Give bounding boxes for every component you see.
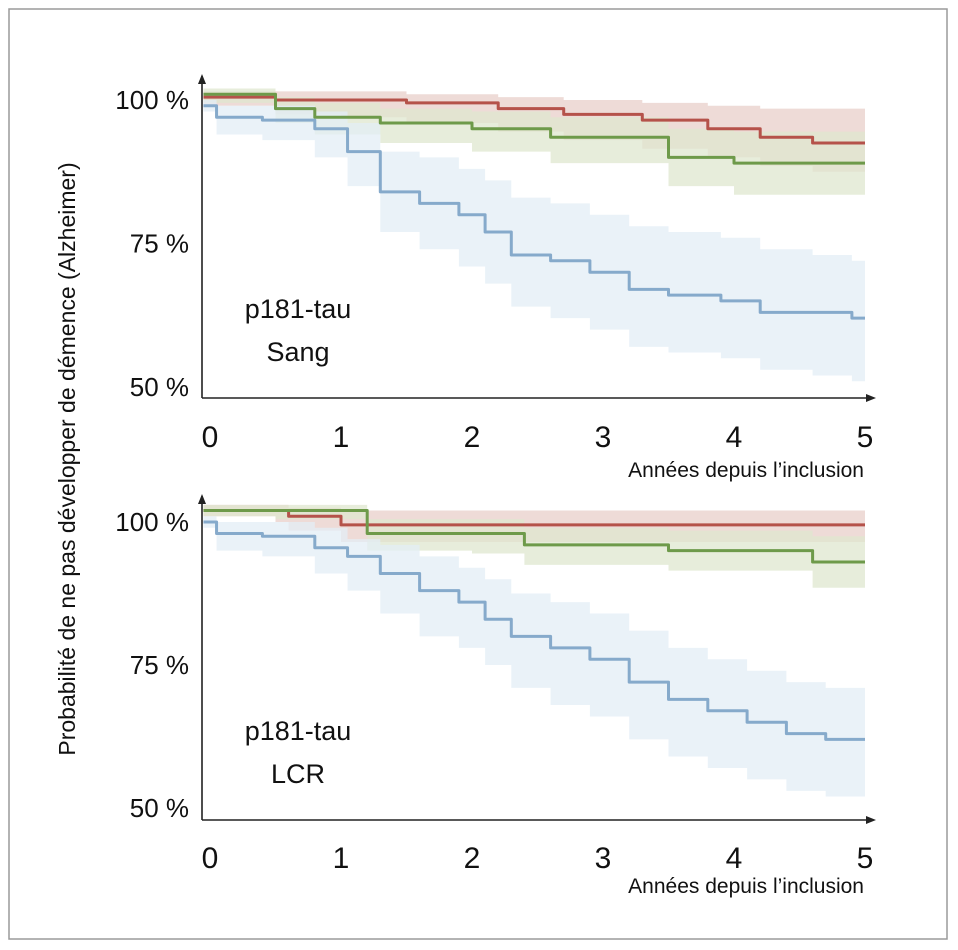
confidence-band-blue (203, 100, 865, 382)
x-tick-label: 1 (333, 842, 350, 875)
survival-curve-blue (203, 104, 865, 320)
x-axis-arrow (866, 394, 876, 402)
chart-panel-blood: 50 % 75 % 100 % 0 1 2 3 4 5 Années depuis l’inclu… (115, 74, 876, 482)
x-tick-label: 5 (857, 842, 874, 875)
x-tick-label: 4 (726, 842, 743, 875)
y-axis-label: Probabilité de ne pas développer de déme… (54, 162, 80, 755)
survival-curve-green (203, 92, 865, 165)
panel-annotation: p181-tau (245, 294, 352, 324)
figure-frame (8, 8, 948, 940)
survival-curve-green (203, 509, 865, 564)
x-axis-label: Années depuis l’inclusion (628, 875, 864, 898)
panel-annotation: Sang (266, 337, 329, 367)
survival-curve-red (203, 95, 865, 145)
confidence-band-blue (203, 516, 865, 797)
x-tick-label: 2 (464, 421, 481, 454)
y-tick-label: 75 % (130, 650, 189, 680)
y-axis-arrow (198, 74, 206, 84)
y-tick-label: 50 % (130, 372, 189, 402)
x-tick-label: 0 (202, 421, 219, 454)
y-axis-arrow (198, 494, 206, 504)
x-tick-label: 5 (857, 421, 874, 454)
y-tick-label: 75 % (130, 229, 189, 259)
panel-annotation: LCR (271, 759, 325, 789)
y-tick-label: 100 % (115, 85, 189, 115)
x-tick-label: 3 (595, 421, 612, 454)
x-tick-label: 2 (464, 842, 481, 875)
x-tick-label: 3 (595, 842, 612, 875)
panel-annotation: p181-tau (245, 716, 352, 746)
x-tick-label: 4 (726, 421, 743, 454)
x-axis-arrow (866, 816, 876, 824)
x-axis-label: Années depuis l’inclusion (628, 459, 864, 482)
y-tick-label: 50 % (130, 793, 189, 823)
survival-curve-blue (203, 520, 865, 741)
x-tick-label: 1 (333, 421, 350, 454)
y-tick-label: 100 % (115, 507, 189, 537)
x-tick-label: 0 (202, 842, 219, 875)
